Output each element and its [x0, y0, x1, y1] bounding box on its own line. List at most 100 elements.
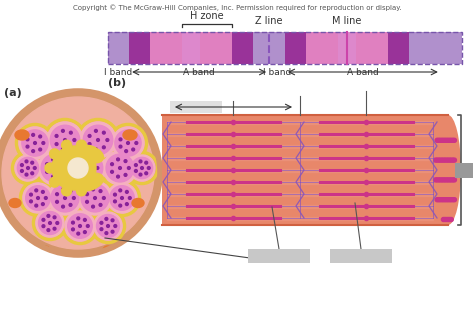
- Circle shape: [103, 151, 137, 185]
- Text: (a): (a): [4, 88, 22, 98]
- Circle shape: [451, 158, 455, 162]
- Circle shape: [68, 158, 88, 178]
- Bar: [182, 32, 200, 64]
- Circle shape: [102, 146, 105, 149]
- Circle shape: [73, 153, 103, 183]
- Circle shape: [445, 138, 448, 142]
- Circle shape: [77, 217, 80, 220]
- Circle shape: [50, 125, 80, 155]
- Circle shape: [125, 150, 128, 153]
- Ellipse shape: [9, 198, 21, 208]
- Circle shape: [434, 178, 438, 182]
- Circle shape: [446, 218, 450, 222]
- Bar: [129, 32, 150, 64]
- Circle shape: [31, 161, 34, 164]
- Circle shape: [55, 135, 58, 137]
- Circle shape: [437, 178, 441, 182]
- Circle shape: [114, 200, 117, 203]
- Circle shape: [452, 158, 456, 162]
- Circle shape: [49, 222, 51, 225]
- Circle shape: [29, 200, 32, 203]
- Circle shape: [78, 171, 81, 173]
- Circle shape: [99, 190, 102, 192]
- Circle shape: [62, 129, 64, 132]
- Circle shape: [69, 131, 72, 134]
- Circle shape: [139, 160, 142, 163]
- Circle shape: [100, 228, 103, 231]
- Circle shape: [79, 225, 82, 227]
- Circle shape: [145, 161, 147, 164]
- Circle shape: [446, 198, 450, 202]
- Circle shape: [135, 164, 137, 166]
- Circle shape: [126, 203, 128, 205]
- Circle shape: [435, 198, 439, 202]
- Circle shape: [132, 135, 135, 138]
- Circle shape: [437, 198, 441, 202]
- Circle shape: [46, 163, 48, 166]
- Text: A band: A band: [183, 68, 215, 77]
- Circle shape: [102, 131, 105, 134]
- Ellipse shape: [77, 145, 103, 163]
- Circle shape: [111, 219, 114, 222]
- Circle shape: [147, 167, 150, 169]
- Circle shape: [145, 172, 147, 175]
- Circle shape: [80, 122, 116, 158]
- Circle shape: [99, 204, 102, 206]
- Circle shape: [41, 203, 44, 205]
- Circle shape: [132, 148, 135, 151]
- Circle shape: [52, 158, 55, 161]
- Circle shape: [115, 130, 141, 156]
- Circle shape: [117, 158, 119, 161]
- Circle shape: [84, 157, 87, 160]
- Circle shape: [69, 204, 72, 206]
- Bar: [108, 32, 129, 64]
- Text: H zone: H zone: [179, 115, 213, 125]
- Circle shape: [141, 167, 144, 169]
- Bar: [441, 32, 462, 64]
- Circle shape: [38, 151, 72, 185]
- Bar: [170, 101, 222, 113]
- Circle shape: [93, 197, 96, 199]
- Circle shape: [106, 154, 134, 182]
- Bar: [306, 32, 338, 64]
- Circle shape: [440, 178, 444, 182]
- Circle shape: [26, 186, 50, 210]
- Circle shape: [437, 158, 441, 162]
- Circle shape: [438, 138, 442, 142]
- Circle shape: [97, 215, 119, 238]
- Circle shape: [53, 227, 56, 230]
- Circle shape: [0, 91, 160, 255]
- Circle shape: [452, 178, 456, 182]
- Circle shape: [62, 140, 72, 150]
- Text: I band: I band: [263, 68, 292, 77]
- Circle shape: [36, 209, 64, 237]
- Bar: [455, 163, 473, 178]
- Bar: [285, 32, 306, 64]
- Text: M line: M line: [332, 16, 362, 26]
- Circle shape: [131, 157, 153, 179]
- Circle shape: [441, 158, 446, 162]
- Circle shape: [88, 143, 91, 145]
- Circle shape: [120, 197, 123, 199]
- Circle shape: [128, 197, 131, 199]
- Circle shape: [47, 229, 50, 232]
- Circle shape: [440, 158, 444, 162]
- Circle shape: [65, 211, 95, 241]
- Circle shape: [59, 174, 62, 176]
- Circle shape: [20, 164, 23, 166]
- Circle shape: [62, 205, 64, 208]
- Circle shape: [63, 167, 65, 169]
- Circle shape: [129, 155, 155, 181]
- Circle shape: [88, 135, 91, 137]
- Circle shape: [441, 198, 446, 202]
- Bar: [409, 32, 441, 64]
- Circle shape: [452, 138, 456, 142]
- Circle shape: [83, 218, 86, 221]
- Circle shape: [56, 222, 59, 225]
- Bar: [330, 249, 392, 263]
- Text: M line: M line: [352, 115, 381, 125]
- Circle shape: [119, 204, 122, 207]
- Circle shape: [69, 146, 72, 149]
- Circle shape: [76, 140, 86, 150]
- Circle shape: [94, 129, 97, 132]
